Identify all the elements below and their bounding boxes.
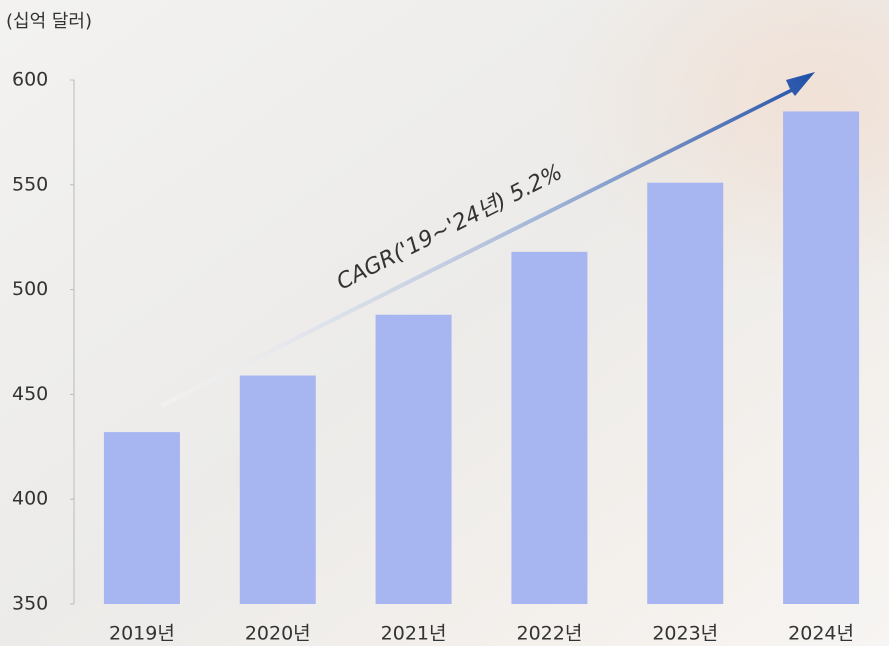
unit-label: (십억 달러): [6, 11, 92, 32]
bar: [239, 375, 316, 604]
y-tick-label: 600: [12, 69, 48, 91]
x-tick-label: 2023년: [652, 623, 718, 645]
bar: [103, 432, 180, 604]
x-tick-label: 2024년: [788, 623, 854, 645]
y-tick-label: 500: [12, 278, 48, 300]
x-tick-label: 2022년: [516, 623, 582, 645]
y-tick-label: 550: [12, 173, 48, 195]
y-tick-label: 350: [12, 593, 48, 615]
y-tick-label: 400: [12, 488, 48, 510]
x-tick-label: 2021년: [381, 623, 447, 645]
cagr-arrow: [160, 72, 815, 408]
x-tick-label: 2019년: [109, 623, 175, 645]
bar: [647, 182, 724, 605]
bar: [511, 251, 588, 604]
bar: [783, 111, 860, 604]
y-tick-label: 450: [12, 383, 48, 405]
bar: [375, 314, 452, 604]
x-tick-label: 2020년: [245, 623, 311, 645]
